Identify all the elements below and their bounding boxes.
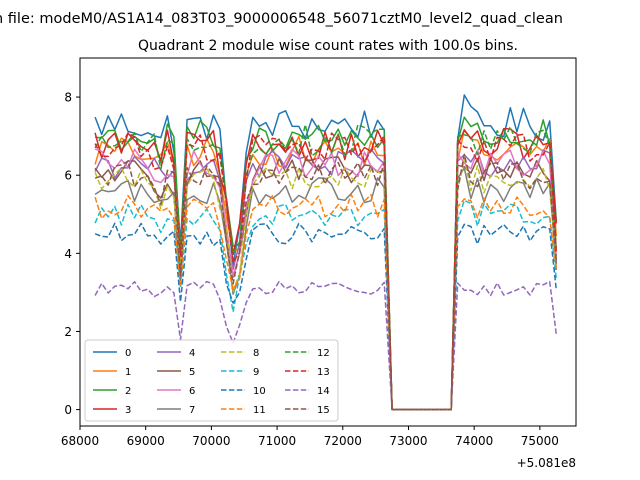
legend-box bbox=[84, 339, 339, 422]
legend-label: 15 bbox=[317, 405, 330, 416]
series-line-15 bbox=[94, 153, 558, 411]
legend-label: 2 bbox=[125, 386, 131, 397]
y-tick-label: 4 bbox=[64, 247, 72, 261]
legend-label: 13 bbox=[317, 367, 330, 378]
legend-label: 6 bbox=[189, 386, 195, 397]
series-line-8 bbox=[94, 158, 558, 411]
legend-label: 12 bbox=[317, 348, 330, 359]
x-tick-label: 68000 bbox=[61, 434, 99, 448]
series-line-11 bbox=[94, 193, 558, 411]
legend-label: 4 bbox=[189, 348, 195, 359]
plot-frame bbox=[79, 57, 577, 427]
y-tick-label: 0 bbox=[64, 403, 72, 417]
series-line-0 bbox=[94, 94, 558, 411]
x-tick-label: 75000 bbox=[521, 434, 559, 448]
series-line-12 bbox=[94, 123, 558, 411]
legend-label: 0 bbox=[125, 348, 131, 359]
axes: 68000 69000 70000 71000 72000 73000 74000 75000… bbox=[61, 91, 559, 448]
legend-label: 10 bbox=[253, 386, 266, 397]
y-tick-label: 8 bbox=[64, 91, 72, 105]
legend-label: 8 bbox=[253, 348, 259, 359]
series-line-7 bbox=[94, 167, 558, 411]
series-line-13 bbox=[94, 132, 558, 411]
x-tick-label: 73000 bbox=[389, 434, 427, 448]
figure-suptitle: n file: modeM0/AS1A14_083T03_9000006548_… bbox=[0, 11, 563, 27]
legend-label: 3 bbox=[125, 405, 131, 416]
x-tick-label: 70000 bbox=[192, 434, 230, 448]
x-tick-label: 74000 bbox=[455, 434, 493, 448]
series-line-10 bbox=[94, 222, 558, 411]
legend-label: 5 bbox=[189, 367, 195, 378]
plot-area bbox=[94, 94, 558, 411]
y-tick-label: 6 bbox=[64, 169, 72, 183]
legend-label: 7 bbox=[189, 405, 195, 416]
x-tick-label: 72000 bbox=[324, 434, 362, 448]
legend-label: 11 bbox=[253, 405, 266, 416]
legend-label: 1 bbox=[125, 367, 131, 378]
x-tick-label: 71000 bbox=[258, 434, 296, 448]
series-line-6 bbox=[94, 148, 558, 411]
legend-label: 9 bbox=[253, 367, 259, 378]
series-line-14 bbox=[94, 280, 558, 411]
legend-label: 14 bbox=[317, 386, 330, 397]
series-line-9 bbox=[94, 199, 558, 411]
x-offset-label: +5.081e8 bbox=[517, 456, 576, 470]
x-tick-label: 69000 bbox=[127, 434, 165, 448]
series-line-4 bbox=[94, 148, 558, 411]
chart-title: Quadrant 2 module wise count rates with … bbox=[138, 38, 518, 54]
y-tick-label: 2 bbox=[64, 325, 72, 339]
